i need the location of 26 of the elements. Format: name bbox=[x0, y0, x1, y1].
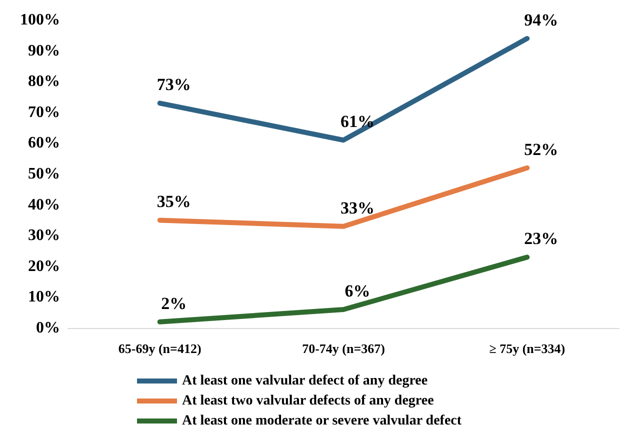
y-tick-label: 70% bbox=[28, 104, 60, 121]
data-label: 35% bbox=[156, 192, 191, 212]
legend-label: At least one valvular defect of any degree bbox=[182, 374, 428, 388]
y-tick-label: 100% bbox=[20, 12, 60, 28]
data-label: 2% bbox=[161, 294, 187, 313]
x-tick-label: 70-74y (n=367) bbox=[302, 341, 385, 356]
data-label: 6% bbox=[344, 282, 370, 301]
y-tick-label: 40% bbox=[28, 196, 60, 214]
data-label: 52% bbox=[524, 140, 558, 159]
y-tick-label: 60% bbox=[28, 134, 60, 152]
x-tick-label: 65-69y (n=412) bbox=[118, 341, 202, 356]
y-tick-label: 50% bbox=[28, 166, 60, 182]
data-label: 73% bbox=[156, 75, 191, 94]
data-label: 33% bbox=[340, 198, 374, 218]
y-tick-label: 20% bbox=[28, 258, 60, 275]
data-label: 94% bbox=[524, 10, 558, 30]
x-tick-label: ≥ 75y (n=334) bbox=[489, 341, 566, 356]
legend-label: At least two valvular defects of any degree bbox=[182, 394, 434, 408]
legend-label: At least one moderate or severe valvular defect bbox=[182, 414, 462, 428]
y-tick-label: 80% bbox=[28, 73, 60, 90]
y-tick-label: 0% bbox=[36, 320, 60, 336]
y-tick-label: 30% bbox=[28, 227, 60, 244]
y-tick-label: 10% bbox=[28, 288, 60, 306]
data-label: 23% bbox=[524, 229, 558, 248]
y-tick-label: 90% bbox=[28, 42, 60, 60]
data-label: 61% bbox=[340, 112, 374, 132]
